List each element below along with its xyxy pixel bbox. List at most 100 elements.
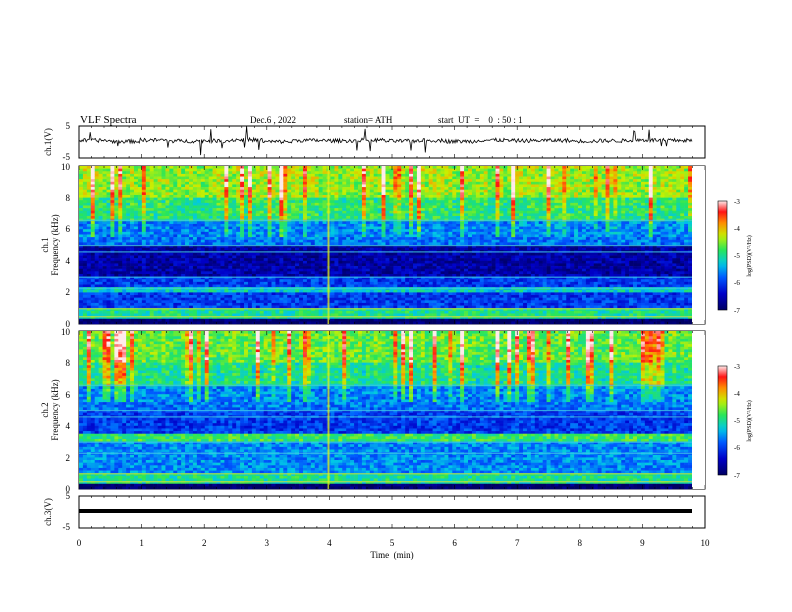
spectrogram-cell (350, 232, 354, 235)
spectrogram-cell (291, 298, 295, 301)
spectrogram-cell (256, 306, 260, 309)
spectrogram-cell (287, 195, 291, 198)
spectrogram-cell (307, 171, 311, 174)
spectrogram-cell (338, 292, 342, 295)
spectrogram-cell (185, 203, 189, 206)
spectrogram-cell (83, 166, 87, 169)
spectrogram-cell (362, 182, 366, 185)
spectrogram-cell (181, 206, 185, 209)
spectrogram-cell (386, 179, 390, 182)
spectrogram-cell (279, 271, 283, 274)
spectrogram-cell (358, 298, 362, 301)
spectrogram-cell (264, 321, 268, 324)
spectrogram-cell (177, 248, 181, 251)
spectrogram-cell (393, 213, 397, 216)
spectrogram-cell (358, 290, 362, 293)
spectrogram-cell (397, 240, 401, 243)
spectrogram-cell (283, 292, 287, 295)
spectrogram-cell (232, 240, 236, 243)
spectrogram-cell (224, 227, 228, 230)
spectrogram-cell (134, 174, 138, 177)
spectrogram-cell (279, 240, 283, 243)
spectrogram-cell (181, 279, 185, 282)
spectrogram-cell (209, 271, 213, 274)
spectrogram-cell (386, 321, 390, 324)
spectrogram-cell (213, 229, 217, 232)
spectrogram-cell (150, 179, 154, 182)
spectrogram-cell (177, 279, 181, 282)
spectrogram-cell (209, 171, 213, 174)
spectrogram-cell (138, 266, 142, 269)
spectrogram-cell (165, 221, 169, 224)
spectrogram-cell (122, 290, 126, 293)
spectrogram-cell (389, 229, 393, 232)
spectrogram-cell (374, 295, 378, 298)
spectrogram-cell (389, 279, 393, 282)
spectrogram-cell (103, 274, 107, 277)
spectrogram-cell (205, 200, 209, 203)
spectrogram-cell (311, 290, 315, 293)
spectrogram-cell (275, 256, 279, 259)
spectrogram-cell (287, 208, 291, 211)
spectrogram-cell (374, 300, 378, 303)
spectrogram-cell (130, 203, 134, 206)
spectrogram-cell (154, 232, 158, 235)
spectrogram-cell (122, 298, 126, 301)
spectrogram-cell (240, 211, 244, 214)
spectrogram-cell (99, 242, 103, 245)
spectrogram-cell (110, 253, 114, 256)
spectrogram-cell (374, 174, 378, 177)
spectrogram-cell (236, 213, 240, 216)
spectrogram-cell (401, 179, 405, 182)
spectrogram-cell (138, 295, 142, 298)
spectrogram-cell (311, 292, 315, 295)
spectrogram-cell (374, 224, 378, 227)
spectrogram-cell (181, 285, 185, 288)
spectrogram-cell (366, 198, 370, 201)
spectrogram-cell (130, 216, 134, 219)
spectrogram-cell (342, 169, 346, 172)
spectrogram-cell (248, 311, 252, 314)
spectrogram-cell (154, 303, 158, 306)
spectrogram-cell (95, 282, 99, 285)
spectrogram-cell (126, 237, 130, 240)
spectrogram-cell (354, 261, 358, 264)
spectrogram-cell (114, 300, 118, 303)
spectrogram-cell (240, 190, 244, 193)
spectrogram-cell (114, 285, 118, 288)
spectrogram-cell (165, 203, 169, 206)
spectrogram-cell (350, 290, 354, 293)
spectrogram-cell (189, 211, 193, 214)
spectrogram-cell (272, 192, 276, 195)
spectrogram-cell (177, 237, 181, 240)
spectrogram-cell (346, 203, 350, 206)
spectrogram-cell (185, 282, 189, 285)
spectrogram-cell (142, 234, 146, 237)
spectrogram-cell (193, 274, 197, 277)
spectrogram-cell (338, 269, 342, 272)
spectrogram-cell (232, 187, 236, 190)
spectrogram-cell (283, 206, 287, 209)
spectrogram-cell (272, 313, 276, 316)
spectrogram-cell (232, 271, 236, 274)
spectrogram-cell (236, 266, 240, 269)
spectrogram-cell (295, 258, 299, 261)
spectrogram-cell (350, 319, 354, 322)
spectrogram-cell (130, 269, 134, 272)
spectrogram-cell (240, 306, 244, 309)
spectrogram-cell (362, 232, 366, 235)
spectrogram-cell (382, 200, 386, 203)
spectrogram-cell (378, 224, 382, 227)
spectrogram-cell (240, 240, 244, 243)
spectrogram-cell (346, 290, 350, 293)
spectrogram-cell (118, 190, 122, 193)
spectrogram-cell (354, 174, 358, 177)
spectrogram-cell (146, 303, 150, 306)
spectrogram-cell (252, 258, 256, 261)
spectrogram-cell (303, 240, 307, 243)
spectrogram-cell (95, 166, 99, 169)
spectrogram-cell (209, 285, 213, 288)
spectrogram-cell (374, 319, 378, 322)
spectrogram-cell (162, 195, 166, 198)
spectrogram-cell (307, 274, 311, 277)
